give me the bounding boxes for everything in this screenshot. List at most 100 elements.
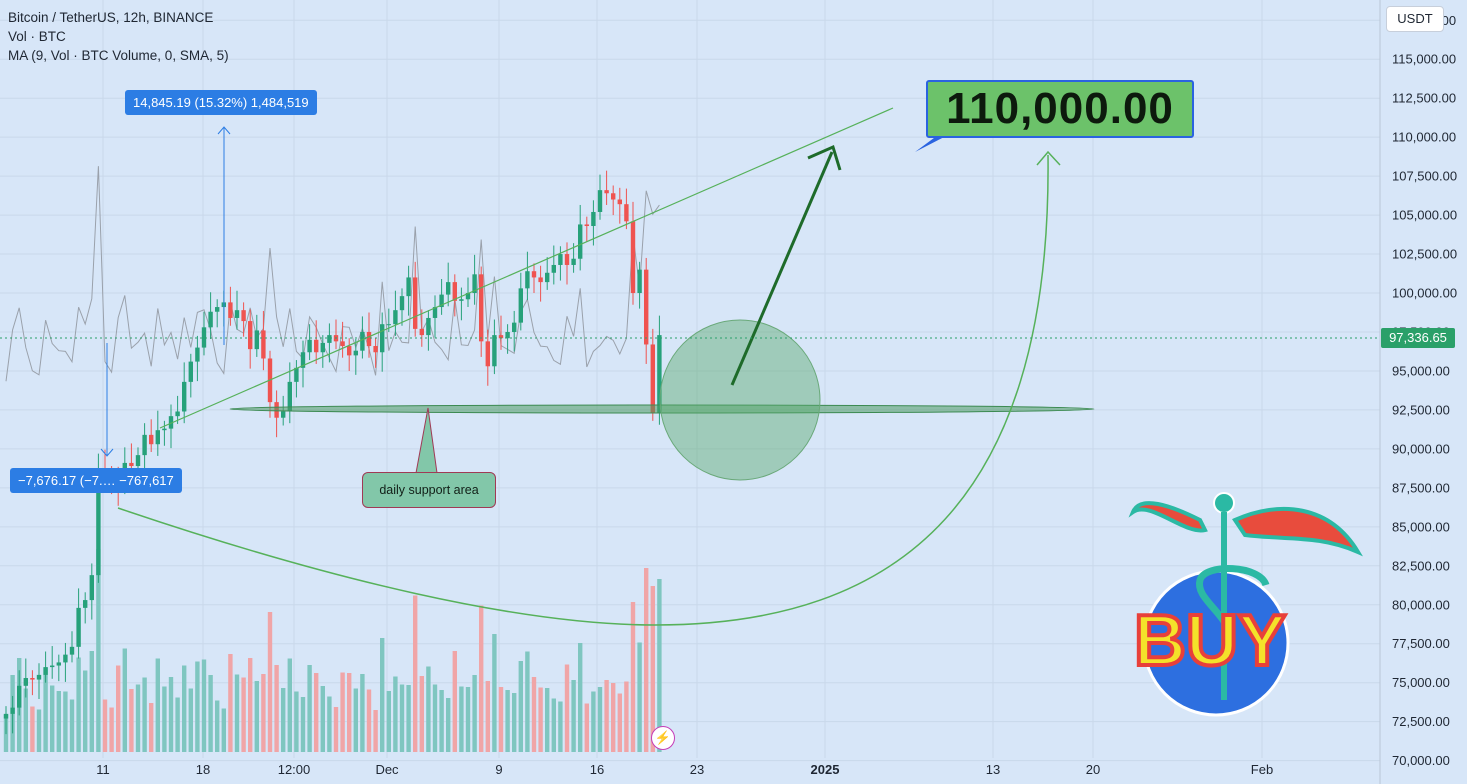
volume-bar	[492, 634, 497, 752]
volume-bar	[393, 676, 398, 752]
volume-bar	[591, 691, 596, 752]
currency-badge[interactable]: USDT	[1386, 6, 1444, 32]
time-tick-label: Dec	[375, 762, 399, 777]
candle-body	[419, 328, 424, 336]
volume-bar	[168, 677, 174, 752]
time-tick-label: 18	[196, 762, 210, 777]
curve-projection[interactable]	[117, 154, 1049, 626]
candle-body	[406, 277, 411, 297]
price-tick-label: 92,500.00	[1392, 402, 1450, 417]
candle-body	[208, 311, 213, 328]
volume-bars	[3, 549, 662, 752]
price-tick-label: 80,000.00	[1392, 597, 1450, 612]
candle-body	[624, 204, 629, 222]
volume-bar	[584, 703, 589, 752]
candle-body	[452, 282, 457, 301]
volume-bar	[63, 691, 68, 752]
candle-body	[446, 282, 451, 295]
volume-bar	[564, 664, 570, 752]
price-tick-label: 87,500.00	[1392, 480, 1450, 495]
volume-bar	[248, 658, 253, 752]
candle-body	[439, 294, 444, 308]
candle-body	[432, 307, 438, 318]
volume-bar	[116, 665, 121, 752]
symbol-title[interactable]: Bitcoin / TetherUS, 12h, BINANCE	[8, 10, 214, 25]
volume-bar	[558, 701, 563, 752]
candle-body	[261, 330, 266, 359]
volume-bar	[300, 697, 306, 752]
volume-bar	[182, 665, 187, 752]
trend-line[interactable]	[159, 107, 894, 429]
grid-lines	[0, 0, 1380, 762]
time-tick-label: 16	[590, 762, 604, 777]
candle-body	[300, 352, 306, 368]
candle-body	[353, 350, 358, 356]
time-axis[interactable]: 11 18 12:00 Dec 9 16 23 2025 13 20 Feb	[96, 762, 1273, 777]
volume-bar	[366, 689, 372, 752]
current-price-tag: 97,336.65	[1381, 328, 1455, 348]
price-tick-label: 82,500.00	[1392, 558, 1450, 573]
measure-up-label[interactable]: 14,845.19 (15.32%) 1,484,519	[125, 90, 317, 115]
candle-body	[644, 269, 649, 345]
candle-body	[56, 662, 61, 666]
volume-bar	[630, 602, 636, 752]
support-band[interactable]	[229, 404, 1095, 414]
price-tick-label: 75,000.00	[1392, 675, 1450, 690]
candle-body	[498, 335, 504, 339]
candle-body	[63, 654, 68, 663]
volume-bar	[307, 665, 312, 752]
candle-body	[201, 327, 207, 348]
candle-body	[215, 307, 220, 312]
time-tick-label: 11	[96, 762, 110, 777]
up-arrow[interactable]	[730, 151, 834, 386]
volume-bar	[109, 707, 114, 752]
candle-body	[50, 665, 55, 668]
volume-bar	[518, 661, 523, 752]
ma-legend[interactable]: MA (9, Vol · BTC Volume, 0, SMA, 5)	[8, 48, 229, 63]
volume-legend[interactable]: Vol · BTC	[8, 29, 66, 44]
time-tick-label: 13	[986, 762, 1000, 777]
candle-body	[578, 224, 583, 259]
volume-bar	[102, 699, 108, 752]
candle-body	[459, 299, 464, 301]
candle-body	[254, 330, 259, 350]
measure-down-label[interactable]: −7,676.17 (−7.… −767,617	[10, 468, 182, 493]
candle-body	[413, 277, 418, 329]
volume-bar	[201, 659, 207, 752]
time-tick-label: 12:00	[278, 762, 311, 777]
volume-bar	[56, 691, 61, 752]
target-price-label[interactable]: 110,000.00	[926, 80, 1194, 138]
candle-body	[294, 367, 299, 382]
candle-body	[241, 310, 246, 322]
candle-body	[479, 274, 484, 342]
volume-bar	[129, 689, 134, 752]
volume-bar	[175, 697, 180, 752]
support-circle[interactable]	[659, 319, 821, 481]
time-tick-label: 2025	[811, 762, 840, 777]
candle-body	[360, 331, 365, 351]
candle-body	[142, 434, 147, 456]
price-tick-label: 112,500.00	[1392, 91, 1456, 106]
volume-bar	[281, 688, 286, 752]
candle-body	[175, 411, 180, 417]
volume-bar	[50, 685, 55, 752]
target-callout-pointer-icon	[915, 135, 948, 152]
candle-body	[281, 411, 286, 418]
volume-bar	[545, 688, 550, 752]
candle-body	[386, 324, 391, 326]
support-area-label[interactable]: daily support area	[362, 472, 496, 508]
volume-bar	[512, 693, 517, 752]
time-tick-label: 20	[1086, 762, 1100, 777]
volume-bar	[426, 666, 431, 752]
volume-bar	[274, 665, 279, 752]
candle-body	[650, 344, 655, 414]
flash-icon[interactable]: ⚡	[651, 726, 675, 750]
candle-body	[485, 341, 490, 367]
volume-bar	[604, 680, 609, 752]
volume-bar	[353, 688, 358, 752]
volume-bar	[611, 683, 616, 752]
volume-bar	[571, 680, 576, 752]
price-axis[interactable]: 117,500.00115,000.00112,500.00110,000.00…	[1392, 13, 1457, 768]
candle-body	[558, 254, 563, 265]
